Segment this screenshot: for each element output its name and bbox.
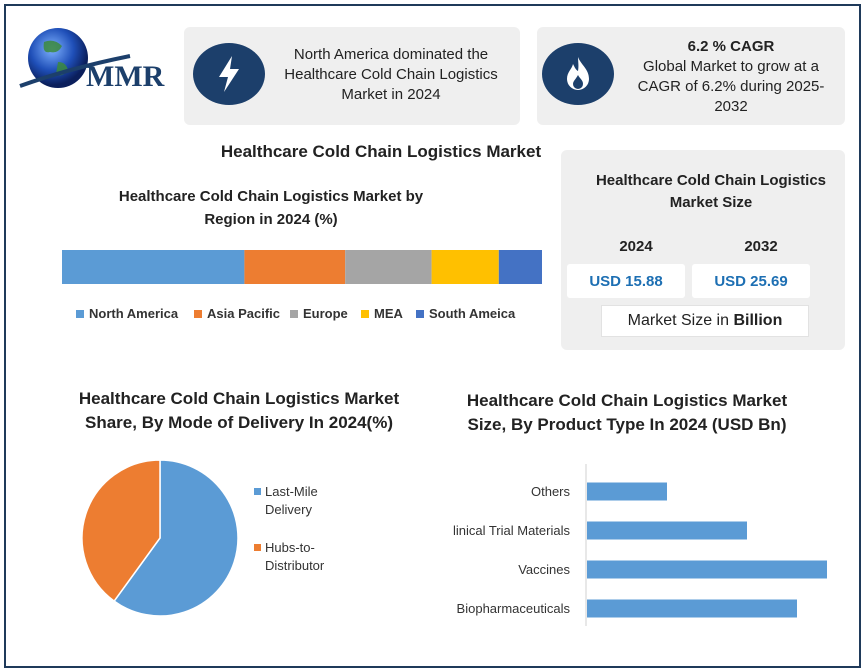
logo-text: MMR xyxy=(86,60,165,93)
region-legend-swatch xyxy=(194,309,202,318)
product-category-label: linical Trial Materials xyxy=(452,522,570,538)
region-legend-item: North America xyxy=(76,306,178,321)
region-stacked-bar xyxy=(62,250,542,284)
main-title: Healthcare Cold Chain Logistics Market xyxy=(220,142,542,161)
region-legend-label: Asia Pacific xyxy=(207,306,280,321)
product-category-label: Vaccines xyxy=(518,561,570,577)
pie-legend-last-mile: Last-Mile Delivery xyxy=(254,483,334,519)
region-segment-mea xyxy=(431,250,499,284)
region-legend-label: North America xyxy=(89,306,179,321)
info-card-cagr: 6.2 % CAGR Global Market to grow at a CA… xyxy=(537,27,845,125)
infographic-frame: MMR North America dominated the Healthca… xyxy=(4,4,861,668)
region-legend-label: Europe xyxy=(303,306,348,321)
pie-chart-title: Healthcare Cold Chain Logistics Market S… xyxy=(78,389,400,432)
pie-slice-hubs-to-distributor xyxy=(81,459,161,603)
region-legend-item: South Ameica xyxy=(416,306,515,321)
pie-legend-hubs: Hubs-to-Distributor xyxy=(254,539,344,575)
market-size-panel: Healthcare Cold Chain Logistics Market S… xyxy=(561,150,845,350)
unit-bold: Billion xyxy=(733,312,783,329)
product-category-label: Others xyxy=(530,483,570,499)
product-category-label: Biopharmaceuticals xyxy=(456,600,570,616)
region-segment-south-ameica xyxy=(498,250,542,284)
region-legend-item: MEA xyxy=(361,306,403,321)
logo: MMR xyxy=(14,24,179,96)
pie-legend-last-mile-label: Last-Mile Delivery xyxy=(265,484,318,517)
pie-legend-hubs-swatch xyxy=(254,544,261,551)
pie-legend-last-mile-swatch xyxy=(254,488,261,495)
info-card-region-text: North America dominated the Healthcare C… xyxy=(284,46,498,103)
region-legend-label: South Ameica xyxy=(429,306,516,321)
region-legend-swatch xyxy=(416,309,424,318)
lightning-icon xyxy=(193,43,265,105)
region-segment-asia-pacific xyxy=(244,250,346,284)
year-2032-label: 2032 xyxy=(744,238,778,255)
cagr-text: Global Market to grow at a CAGR of 6.2% … xyxy=(637,58,825,115)
region-legend-swatch xyxy=(290,309,298,318)
globe-logo-icon xyxy=(19,28,131,88)
region-segment-north-america xyxy=(62,250,245,284)
pie-slice-last-mile-delivery xyxy=(113,459,239,617)
region-legend-item: Europe xyxy=(290,306,348,321)
flame-icon xyxy=(542,43,614,105)
delivery-pie-chart xyxy=(81,459,239,617)
unit-prefix: Market Size in xyxy=(627,312,730,329)
cagr-title: 6.2 % CAGR xyxy=(687,38,775,55)
product-chart-title: Healthcare Cold Chain Logistics Market S… xyxy=(466,391,788,434)
info-card-region: North America dominated the Healthcare C… xyxy=(184,27,520,125)
region-legend-label: MEA xyxy=(374,306,403,321)
market-size-unit: Market Size in Billion xyxy=(601,305,809,337)
region-legend-swatch xyxy=(361,309,369,318)
product-bar-chart xyxy=(585,464,827,626)
product-bar xyxy=(587,521,747,540)
region-legend-item: Asia Pacific xyxy=(194,306,280,321)
year-2024-label: 2024 xyxy=(619,238,653,255)
product-bar xyxy=(587,482,667,501)
size-2024-value: USD 15.88 xyxy=(567,264,685,298)
market-size-title: Healthcare Cold Chain Logistics Market S… xyxy=(595,172,827,211)
region-segment-europe xyxy=(345,250,432,284)
region-legend-swatch xyxy=(76,309,84,318)
product-bar xyxy=(587,560,827,579)
product-bar xyxy=(587,599,797,618)
size-2032-value: USD 25.69 xyxy=(692,264,810,298)
pie-legend-hubs-label: Hubs-to-Distributor xyxy=(265,540,325,573)
region-chart-title: Healthcare Cold Chain Logistics Market b… xyxy=(118,188,424,228)
